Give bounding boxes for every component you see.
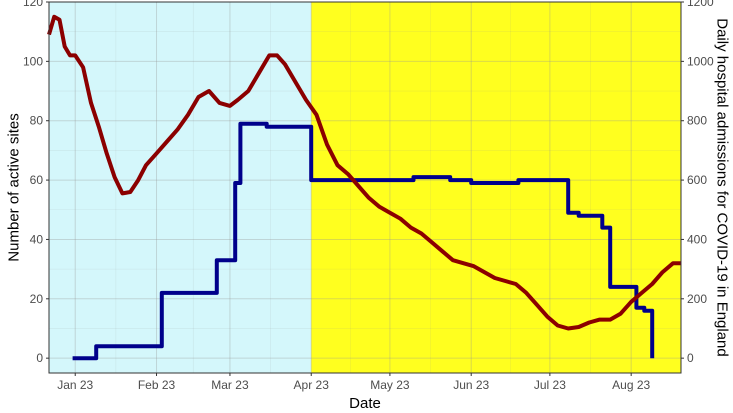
x-tick-label: Jan 23 — [57, 378, 93, 392]
right-tick-label: 400 — [687, 232, 707, 246]
hospital-admissions-line — [47, 14, 681, 331]
x-tick-label: Feb 23 — [138, 378, 176, 392]
x-tick-label: Jun 23 — [453, 378, 489, 392]
right-tick-label: 800 — [687, 114, 707, 128]
x-tick-label: Apr 23 — [294, 378, 330, 392]
left-tick-label: 0 — [36, 351, 43, 365]
shaded-region-2 — [311, 2, 681, 373]
x-axis-title: Date — [349, 395, 381, 412]
x-tick-label: Jul 23 — [534, 378, 566, 392]
plot-border — [48, 1, 682, 374]
right-tick-label: 200 — [687, 292, 707, 306]
left-tick-label: 60 — [30, 173, 44, 187]
right-tick-label: 1000 — [687, 54, 714, 68]
x-tick-label: Aug 23 — [612, 378, 650, 392]
left-tick-label: 40 — [30, 232, 44, 246]
left-y-axis-title: Number of active sites — [6, 113, 23, 261]
left-tick-label: 20 — [30, 292, 44, 306]
right-tick-label: 600 — [687, 173, 707, 187]
x-tick-label: Mar 23 — [211, 378, 249, 392]
right-y-axis-title: Daily hospital admissions for COVID-19 i… — [714, 18, 731, 357]
grid — [49, 1, 681, 373]
left-tick-label: 80 — [30, 114, 44, 128]
left-tick-label: 100 — [23, 54, 43, 68]
left-tick-label: 120 — [23, 0, 43, 9]
series — [47, 14, 681, 361]
right-tick-label: 1200 — [687, 0, 714, 9]
shaded-regions — [49, 2, 681, 373]
axes: 020406080100120020040060080010001200Jan … — [23, 0, 714, 392]
active-sites-line — [72, 121, 655, 361]
x-tick-label: May 23 — [370, 378, 410, 392]
right-tick-label: 0 — [687, 351, 694, 365]
shaded-region-1 — [49, 2, 312, 373]
